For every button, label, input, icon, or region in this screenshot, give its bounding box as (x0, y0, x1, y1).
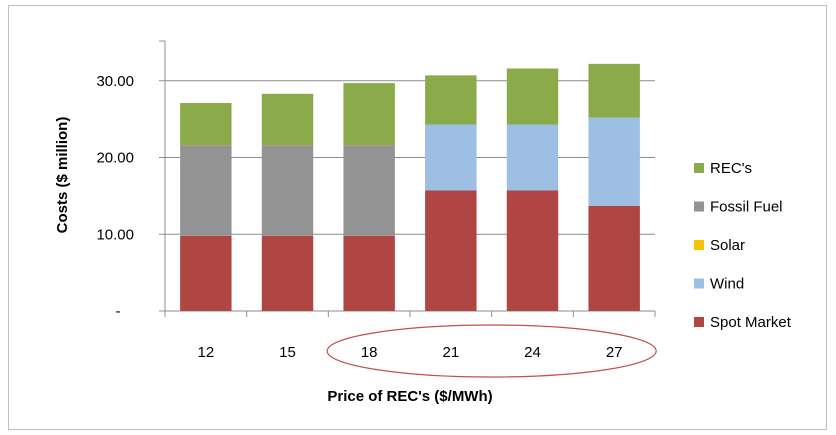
legend-swatch (694, 240, 704, 250)
legend-label: REC's (710, 160, 752, 177)
bar-segment-rec-s (425, 75, 477, 125)
gridlines (165, 80, 655, 235)
y-tick-label: 30.00 (96, 73, 134, 90)
bar-segment-spot-market (425, 190, 477, 311)
bar-segment-rec-s (261, 93, 314, 146)
y-axis-title: Costs ($ million) (54, 117, 71, 234)
legend-label: Spot Market (710, 314, 792, 331)
bar-segment-fossil-fuel (343, 145, 395, 236)
bar-segment-spot-market (261, 235, 314, 311)
x-tick-label: 15 (279, 344, 296, 361)
legend-swatch (694, 278, 704, 289)
bar-segment-wind (425, 124, 477, 191)
bar-segment-spot-market (506, 190, 559, 311)
bar-segment-rec-s (588, 63, 640, 118)
x-tick-label: 21 (442, 344, 459, 361)
bars (180, 63, 640, 311)
x-tick-label: 24 (524, 344, 541, 361)
y-tick-label: 10.00 (96, 226, 134, 243)
bar-segment-spot-market (343, 235, 395, 311)
chart-frame (8, 5, 827, 430)
bar-segment-rec-s (343, 83, 395, 146)
x-tick-label: 18 (361, 344, 378, 361)
legend-swatch (694, 163, 704, 173)
bar-segment-rec-s (506, 68, 559, 125)
bar-segment-spot-market (180, 235, 232, 311)
x-tick-label: 27 (606, 344, 623, 361)
legend-swatch (694, 317, 704, 327)
bar-segment-spot-market (588, 205, 640, 311)
x-axis-title: Price of REC's ($/MWh) (327, 388, 492, 405)
legend-label: Wind (710, 276, 744, 293)
legend-label: Fossil Fuel (710, 199, 783, 216)
bar-segment-wind (588, 117, 640, 206)
x-tick-label: 12 (197, 344, 214, 361)
legend: REC's Fossil Fuel Solar Wind Spot Market (694, 160, 792, 331)
y-tick-label: 20.00 (96, 150, 134, 167)
tick-labels: - 10.00 20.00 30.00 12 15 18 21 24 27 (96, 73, 622, 361)
bar-segment-fossil-fuel (180, 145, 232, 236)
legend-swatch (694, 201, 704, 212)
y-tick-label: - (116, 303, 121, 320)
highlight-ellipse (326, 324, 657, 378)
legend-label: Solar (710, 237, 745, 254)
bar-segment-wind (506, 124, 559, 191)
axes (159, 40, 656, 317)
bar-segment-fossil-fuel (261, 145, 314, 236)
bar-segment-rec-s (180, 103, 232, 146)
